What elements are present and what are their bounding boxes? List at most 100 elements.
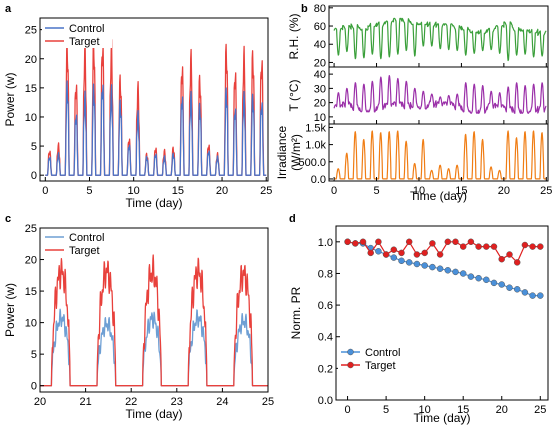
panel-d-series-control-point [459, 270, 467, 277]
panel-c-ytick-label: 25 [25, 223, 37, 235]
panel-b-irradiance-ytick-label: 0.0 [311, 174, 326, 186]
panel-c-ytick-label: 5 [31, 349, 37, 361]
panel-d-series-control-point [498, 281, 505, 288]
panel-d-series-target-point [429, 240, 436, 247]
panel-b-rh-ytick-label: 40 [314, 39, 326, 51]
panel-d-label: d [289, 213, 296, 225]
panel-d-xtick-label: 0 [345, 404, 351, 416]
panel-a-ytick-label: 0 [31, 170, 37, 182]
panel-c-label: c [5, 213, 11, 225]
panel-d-xtick-label: 5 [383, 404, 389, 416]
panel-c-ytick-label: 10 [25, 318, 37, 330]
panel-d-series-control-point [467, 273, 475, 280]
panel-b-rh-ytick-label: 20 [314, 57, 326, 69]
panel-b-irradiance-ytick-label: 500.0 [298, 157, 326, 169]
panel-d-series-control-point [375, 248, 382, 255]
panel-b-temperature-ytick-label: 10 [314, 112, 326, 124]
panel-d-series-control-point [444, 267, 452, 274]
panel-d-series-control-point [429, 263, 436, 271]
panel-d-series-target-point [452, 238, 459, 246]
panel-b-temperature-ylabel: T (°C) [287, 80, 301, 112]
panel-c-xtick-label: 23 [171, 396, 183, 408]
panel-a-frame [39, 17, 269, 182]
panel-b-irradiance-xtick-label: 15 [455, 185, 467, 197]
panel-c-xtick-label: 24 [216, 396, 228, 408]
panel-a-legend-label: Control [69, 23, 104, 35]
panel-d-series-control-point [421, 262, 428, 269]
panel-c-xtick-label: 22 [125, 396, 137, 408]
panel-b-irradiance-frame [328, 123, 549, 182]
panel-c-legend-label: Control [69, 232, 104, 244]
panel-b-irradiance-ylabel: Irradiance [275, 126, 289, 180]
panel-b-irradiance-xtick-label: 5 [373, 185, 379, 197]
panel-d-series-target-point [483, 243, 490, 250]
panel-d-series-target-point [513, 259, 521, 266]
panel-d-series-target-point [367, 249, 374, 257]
panel-d-ytick-label: 0.8 [318, 268, 333, 280]
panel-d-series-control-point [390, 254, 398, 261]
panel-d-frame [335, 225, 549, 401]
panel-d-series-target-point [344, 238, 351, 246]
panel-d-series-target-point [413, 251, 421, 258]
panel-a-xtick-label: 0 [42, 185, 48, 197]
panel-c-xtick-label: 21 [79, 396, 91, 408]
panel-d-series-target-point [529, 243, 536, 250]
panel-d-ytick-label: 0.6 [318, 300, 333, 312]
panel-c-series-control [40, 308, 268, 387]
panel-d-ylabel: Norm. PR [289, 286, 303, 339]
panel-d-series-control-point [521, 289, 529, 296]
panel-d-series-control-point [436, 265, 444, 272]
panel-d-legend-marker [347, 361, 354, 369]
panel-d-ytick-label: 1.0 [318, 237, 333, 249]
panel-a-xlabel: Time (day) [126, 196, 183, 210]
panel-d-xlabel: Time (day) [414, 411, 471, 425]
panel-d-series-target-point [436, 251, 444, 258]
panel-d-series-target-point [421, 249, 428, 257]
panel-d-series-target-point [390, 246, 398, 253]
panel-b-rh-series [333, 17, 547, 62]
panel-a-ytick-label: 5 [31, 141, 37, 153]
panel-b-temperature-ytick-label: 30 [314, 83, 326, 95]
panel-d-series-target-point [537, 243, 544, 250]
panel-d-ytick-label: 0.0 [318, 395, 333, 407]
panel-a-xtick-label: 5 [86, 185, 92, 197]
panel-c-legend-box [42, 229, 112, 257]
panel-b-irradiance-xtick-label: 25 [540, 185, 552, 197]
panel-a-ylabel: Power (w) [3, 72, 17, 126]
panel-d-series-control-point [483, 276, 490, 284]
panel-d-series-target-point [375, 238, 382, 246]
panel-a-ytick-label: 10 [25, 112, 37, 124]
panel-b-rh-ytick-label: 60 [314, 21, 326, 33]
panel-c-xtick-label: 25 [262, 396, 274, 408]
panel-b-temperature-ytick-label: 40 [314, 69, 326, 81]
panel-b-temperature-series [333, 74, 547, 114]
panel-b-irradiance-xtick-label: 0 [331, 185, 337, 197]
panel-d-series-control-point [529, 292, 536, 299]
panel-d-series-control-point [452, 268, 459, 276]
panel-a-xtick-label: 25 [260, 185, 272, 197]
panel-a-xtick-label: 15 [172, 185, 184, 197]
panel-d-series-target-point [475, 243, 482, 250]
panel-d-series-target-point [444, 238, 452, 246]
panel-c-series-target [40, 254, 268, 387]
panel-d-legend-label: Control [365, 347, 400, 359]
panel-d-xtick-label: 25 [534, 404, 546, 416]
panel-d-xtick-label: 20 [496, 404, 508, 416]
panel-d-xtick-label: 15 [457, 404, 469, 416]
panel-c-xlabel: Time (day) [126, 407, 183, 421]
panel-d-ytick-label: 0.4 [318, 332, 333, 344]
panel-d-series-control-point [490, 279, 498, 287]
panel-a-legend-label: Target [69, 36, 100, 48]
panel-a-ytick-label: 25 [25, 25, 37, 37]
panel-b-irradiance-ylabel-unit: (W/m²) [289, 134, 303, 171]
panel-d-series-target-point [352, 240, 359, 247]
panel-d-series-target-point [359, 238, 367, 246]
panel-d-series-control-point [537, 292, 544, 299]
panel-d-xtick-label: 10 [419, 404, 431, 416]
panel-d-series-target-point [382, 251, 390, 258]
panel-d-series-control-point [398, 257, 405, 265]
panel-c-ylabel: Power (w) [3, 283, 17, 337]
panel-d-series-target-point [498, 255, 505, 263]
panel-d-series-target-point [490, 243, 498, 250]
panel-d-series-target-point [506, 251, 513, 258]
